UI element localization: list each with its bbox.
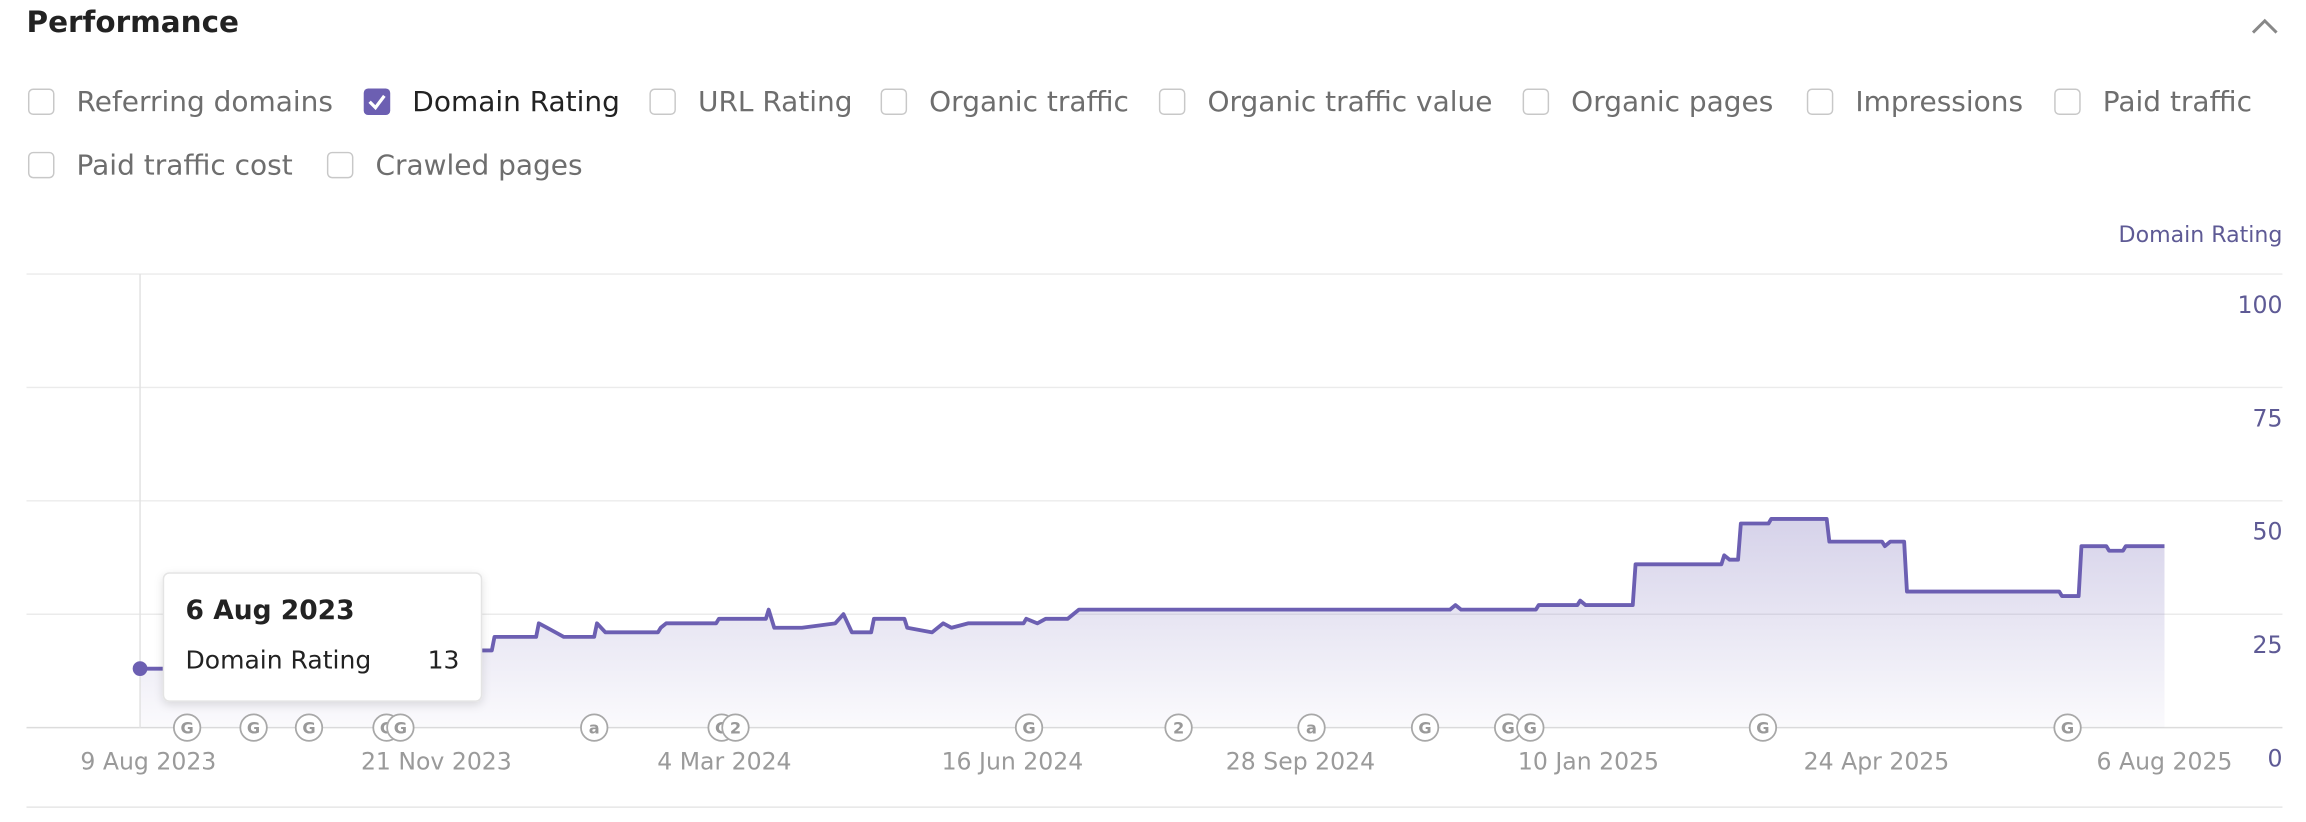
annotation-marker[interactable]: G <box>386 713 415 742</box>
y-tick-label: 50 <box>2252 518 2282 546</box>
annotation-circle[interactable] <box>580 713 609 742</box>
area-fill <box>140 518 2165 728</box>
checkbox-toggle[interactable]: URL Rating <box>649 85 853 118</box>
annotation-circle[interactable] <box>1748 713 1778 742</box>
annotation-circle[interactable] <box>1410 713 1440 742</box>
annotation-label[interactable]: G <box>1501 719 1514 738</box>
checkbox-label[interactable]: Crawled pages <box>375 149 582 182</box>
x-tick-label: 21 Nov 2023 <box>361 747 512 775</box>
x-tick-label: 9 Aug 2023 <box>80 747 216 775</box>
checkbox[interactable] <box>1806 88 1834 116</box>
annotation-label[interactable]: G <box>1022 719 1035 738</box>
annotation-circle[interactable] <box>1014 713 1044 742</box>
checkbox-toggle[interactable]: Domain Rating <box>363 85 620 118</box>
checkbox-toggle[interactable]: Organic traffic <box>880 85 1129 118</box>
tooltip-series-name: Domain Rating <box>186 645 372 674</box>
annotation-marker[interactable]: G <box>1516 713 1545 742</box>
checkbox-toggle[interactable]: Crawled pages <box>326 149 583 182</box>
x-tick-label: 4 Mar 2024 <box>657 747 791 775</box>
y-tick-label: 25 <box>2252 631 2282 659</box>
annotation-circle[interactable] <box>386 713 415 742</box>
x-tick-label: 6 Aug 2025 <box>2097 747 2233 775</box>
checkbox-toggle[interactable]: Referring domains <box>27 85 333 118</box>
checkbox-label[interactable]: URL Rating <box>698 85 853 118</box>
annotation-marker[interactable]: G <box>1014 713 1044 742</box>
data-line <box>140 517 2165 671</box>
checkbox-label[interactable]: Paid traffic <box>2103 85 2252 118</box>
checkbox-toggle[interactable]: Impressions <box>1806 85 2024 118</box>
annotation-label[interactable]: G <box>1418 719 1431 738</box>
checkbox-label[interactable]: Organic pages <box>1571 85 1773 118</box>
checkbox[interactable] <box>649 88 676 116</box>
annotation-label[interactable]: G <box>2061 719 2074 738</box>
annotation-label[interactable]: a <box>1306 719 1317 738</box>
annotation-label[interactable]: G <box>1756 719 1769 738</box>
annotation-marker[interactable]: G <box>1748 713 1778 742</box>
checkmark <box>368 94 386 111</box>
y-tick-label: 0 <box>2267 744 2282 772</box>
annotation-circle[interactable] <box>721 713 750 742</box>
annotation-circle[interactable] <box>294 713 324 742</box>
annotation-label[interactable]: 2 <box>1173 719 1184 738</box>
x-tick-label: 24 Apr 2025 <box>1804 747 1950 775</box>
checkbox-toggle[interactable]: Paid traffic <box>2054 85 2252 118</box>
annotation-marker[interactable]: G <box>1494 713 1523 742</box>
checkbox-toggle[interactable]: Organic traffic value <box>1158 85 1493 118</box>
annotation-label[interactable]: G <box>180 719 193 738</box>
annotation-circle[interactable] <box>1516 713 1545 742</box>
annotation-label[interactable]: 2 <box>730 719 741 738</box>
checkbox[interactable] <box>1522 88 1550 116</box>
checkbox-toggle[interactable]: Organic pages <box>1522 85 1773 118</box>
annotation-marker[interactable]: a <box>580 713 609 742</box>
x-tick-label: 16 Jun 2024 <box>942 747 1084 775</box>
y-axis-label: Domain Rating <box>2119 223 2283 248</box>
annotation-marker[interactable]: a <box>1297 713 1326 742</box>
checkbox[interactable] <box>27 88 55 116</box>
checkbox[interactable] <box>27 151 55 179</box>
tooltip: 6 Aug 2023 Domain Rating 13 <box>162 572 483 702</box>
checkbox[interactable] <box>1158 88 1186 116</box>
checkbox[interactable] <box>880 88 908 116</box>
tooltip-box <box>162 572 483 702</box>
checkbox-label[interactable]: Referring domains <box>77 85 333 118</box>
checkbox-label[interactable]: Impressions <box>1855 85 2023 118</box>
checkbox-label[interactable]: Domain Rating <box>412 85 620 118</box>
annotation-marker[interactable]: G <box>294 713 324 742</box>
checkbox-label[interactable]: Organic traffic <box>929 85 1129 118</box>
annotation-label[interactable]: a <box>589 719 600 738</box>
panel-title: Performance <box>27 5 240 39</box>
tooltip-title: 6 Aug 2023 <box>186 595 355 626</box>
annotation-circle[interactable] <box>172 713 202 742</box>
annotation-circle[interactable] <box>1164 713 1193 742</box>
checkbox[interactable] <box>2054 88 2081 116</box>
annotation-circle[interactable] <box>1297 713 1326 742</box>
x-tick-label: 10 Jan 2025 <box>1518 747 1659 775</box>
annotation-marker[interactable]: G <box>2053 713 2082 742</box>
checkbox-toggle[interactable]: Paid traffic cost <box>27 149 293 182</box>
annotation-marker[interactable]: G <box>239 713 268 742</box>
annotation-circle[interactable] <box>2053 713 2082 742</box>
y-tick-label: 100 <box>2237 291 2282 319</box>
collapse-chevron[interactable] <box>2251 18 2278 34</box>
annotation-label[interactable]: G <box>394 719 407 738</box>
annotation-label[interactable]: G <box>302 719 315 738</box>
annotation-marker[interactable]: 2 <box>721 713 750 742</box>
checkbox-label[interactable]: Paid traffic cost <box>77 149 293 182</box>
annotation-marker[interactable]: G <box>1410 713 1440 742</box>
tooltip-value: 13 <box>428 645 460 674</box>
annotation-label[interactable]: G <box>247 719 260 738</box>
x-tick-label: 28 Sep 2024 <box>1226 747 1375 775</box>
annotation-marker[interactable]: 2 <box>1164 713 1193 742</box>
y-tick-label: 75 <box>2252 404 2282 432</box>
annotation-label[interactable]: G <box>1524 719 1537 738</box>
checkbox-label[interactable]: Organic traffic value <box>1207 85 1492 118</box>
annotation-circle[interactable] <box>239 713 268 742</box>
checkbox-checked[interactable] <box>363 88 391 116</box>
checkbox[interactable] <box>326 151 354 179</box>
hover-point <box>132 661 148 676</box>
annotation-marker[interactable]: G <box>172 713 202 742</box>
